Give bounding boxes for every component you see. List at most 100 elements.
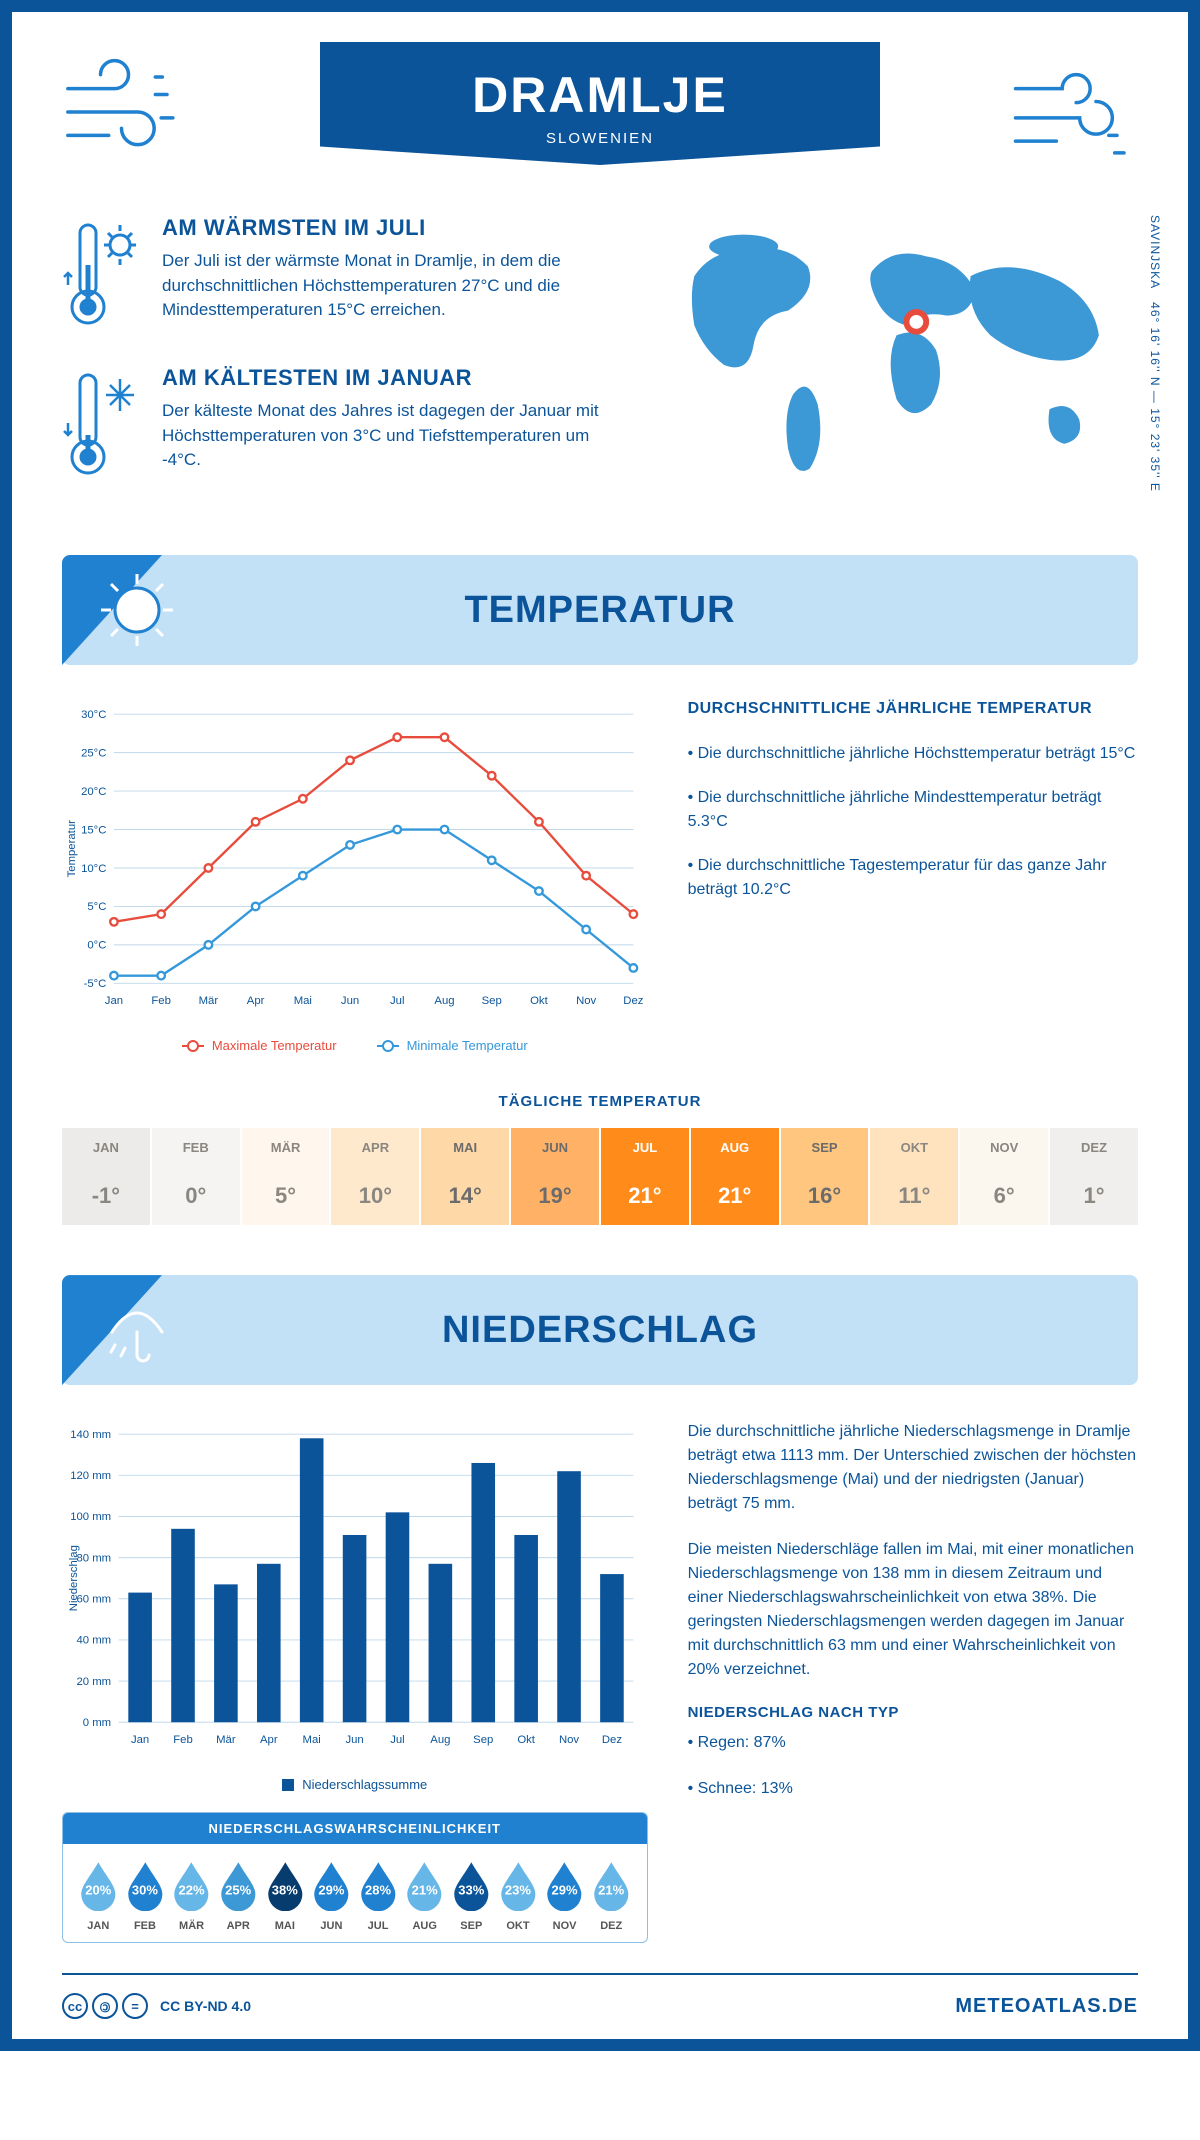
svg-text:Aug: Aug (430, 1734, 450, 1746)
fact-text: Der kälteste Monat des Jahres ist dagege… (162, 399, 605, 473)
header: DRAMLJE SLOWENIEN (62, 42, 1138, 165)
svg-text:Apr: Apr (247, 995, 265, 1007)
probability-drop: 38%MAI (264, 1858, 307, 1932)
world-map: SAVINJSKA 46° 16' 16'' N — 15° 23' 35'' … (645, 215, 1138, 515)
precipitation-summary: Die durchschnittliche jährliche Niedersc… (688, 1420, 1138, 1943)
probability-drop: 23%OKT (497, 1858, 540, 1932)
heatmap-cell: NOV6° (960, 1128, 1048, 1225)
section-title: TEMPERATUR (464, 589, 735, 632)
svg-text:Aug: Aug (434, 995, 454, 1007)
heatmap-cell: AUG21° (691, 1128, 779, 1225)
svg-text:25°C: 25°C (81, 747, 106, 759)
license: cc🄯= CC BY-ND 4.0 (62, 1993, 251, 2019)
probability-drop: 22%MÄR (170, 1858, 213, 1932)
svg-text:40 mm: 40 mm (76, 1635, 111, 1647)
svg-text:Apr: Apr (260, 1734, 278, 1746)
section-header-temperature: TEMPERATUR (62, 555, 1138, 665)
svg-text:10°C: 10°C (81, 863, 106, 875)
title-banner: DRAMLJE SLOWENIEN (320, 42, 880, 165)
svg-text:Jan: Jan (105, 995, 123, 1007)
svg-text:Mär: Mär (216, 1734, 236, 1746)
svg-text:Jul: Jul (390, 995, 404, 1007)
summary-para: Die durchschnittliche jährliche Niedersc… (688, 1420, 1138, 1516)
prob-title: NIEDERSCHLAGSWAHRSCHEINLICHKEIT (63, 1813, 647, 1844)
coordinates: SAVINJSKA 46° 16' 16'' N — 15° 23' 35'' … (1148, 215, 1162, 492)
heatmap-cell: APR10° (331, 1128, 419, 1225)
heatmap-cell: MAI14° (421, 1128, 509, 1225)
heatmap-cell: JUN19° (511, 1128, 599, 1225)
temperature-line-chart: -5°C0°C5°C10°C15°C20°C25°C30°CJanFebMärA… (62, 700, 648, 1053)
summary-bullet: • Die durchschnittliche jährliche Mindes… (688, 786, 1138, 834)
svg-text:Sep: Sep (482, 995, 502, 1007)
license-text: CC BY-ND 4.0 (160, 1998, 251, 2014)
svg-text:Sep: Sep (473, 1734, 493, 1746)
svg-text:Nov: Nov (559, 1734, 579, 1746)
svg-text:Jun: Jun (341, 995, 359, 1007)
precipitation-bar-chart: 0 mm 20 mm 40 mm 60 mm 80 mm 100 mm 120 mm 140 … (62, 1420, 648, 1792)
fact-title: AM KÄLTESTEN IM JANUAR (162, 365, 605, 391)
summary-para: Die meisten Niederschläge fallen im Mai,… (688, 1538, 1138, 1682)
probability-drop: 21%DEZ (590, 1858, 633, 1932)
svg-text:Temperatur: Temperatur (66, 820, 78, 878)
fact-text: Der Juli ist der wärmste Monat in Dramlj… (162, 249, 605, 323)
svg-text:Jul: Jul (390, 1734, 404, 1746)
svg-text:Okt: Okt (530, 995, 548, 1007)
svg-text:80 mm: 80 mm (76, 1553, 111, 1565)
summary-bullet: • Die durchschnittliche Tagestemperatur … (688, 854, 1138, 902)
daily-temp-heatmap: JAN-1°FEB0°MÄR5°APR10°MAI14°JUN19°JUL21°… (62, 1128, 1138, 1225)
probability-drop: 28%JUL (357, 1858, 400, 1932)
heatmap-cell: MÄR5° (242, 1128, 330, 1225)
svg-text:Mär: Mär (199, 995, 219, 1007)
heatmap-cell: JAN-1° (62, 1128, 150, 1225)
fact-coldest: AM KÄLTESTEN IM JANUAR Der kälteste Mona… (62, 365, 605, 485)
svg-text:-5°C: -5°C (84, 978, 107, 990)
legend-precip: Niederschlagssumme (302, 1777, 427, 1792)
precipitation-probability: NIEDERSCHLAGSWAHRSCHEINLICHKEIT 20%JAN30… (62, 1812, 648, 1943)
footer: cc🄯= CC BY-ND 4.0 METEOATLAS.DE (62, 1973, 1138, 2019)
svg-text:Jan: Jan (131, 1734, 149, 1746)
svg-text:Jun: Jun (345, 1734, 363, 1746)
svg-text:20°C: 20°C (81, 786, 106, 798)
section-header-precipitation: NIEDERSCHLAG (62, 1275, 1138, 1385)
svg-text:140 mm: 140 mm (70, 1429, 111, 1441)
fact-warmest: AM WÄRMSTEN IM JULI Der Juli ist der wär… (62, 215, 605, 335)
probability-drop: 33%SEP (450, 1858, 493, 1932)
svg-text:5°C: 5°C (87, 901, 106, 913)
sun-icon (97, 570, 177, 650)
svg-text:15°C: 15°C (81, 824, 106, 836)
umbrella-icon (97, 1290, 177, 1370)
legend-max: Maximale Temperatur (212, 1038, 337, 1053)
fact-title: AM WÄRMSTEN IM JULI (162, 215, 605, 241)
svg-text:Feb: Feb (151, 995, 171, 1007)
probability-drop: 29%NOV (543, 1858, 586, 1932)
wind-icon (62, 52, 202, 172)
heatmap-cell: JUL21° (601, 1128, 689, 1225)
svg-text:Nov: Nov (576, 995, 596, 1007)
precip-type-title: NIEDERSCHLAG NACH TYP (688, 1704, 1138, 1721)
svg-text:20 mm: 20 mm (76, 1676, 111, 1688)
heatmap-cell: OKT11° (870, 1128, 958, 1225)
svg-text:60 mm: 60 mm (76, 1594, 111, 1606)
cc-icon: cc🄯= (62, 1993, 148, 2019)
section-title: NIEDERSCHLAG (442, 1309, 758, 1352)
daily-temp-title: TÄGLICHE TEMPERATUR (62, 1093, 1138, 1110)
probability-drop: 20%JAN (77, 1858, 120, 1932)
probability-drop: 25%APR (217, 1858, 260, 1932)
svg-text:Mai: Mai (294, 995, 312, 1007)
svg-text:0 mm: 0 mm (83, 1717, 111, 1729)
precip-type-item: • Regen: 87% (688, 1731, 1138, 1755)
svg-text:Feb: Feb (173, 1734, 193, 1746)
legend-min: Minimale Temperatur (407, 1038, 528, 1053)
probability-drop: 29%JUN (310, 1858, 353, 1932)
brand: METEOATLAS.DE (955, 1995, 1138, 2018)
thermometer-sun-icon (62, 215, 142, 335)
svg-text:Niederschlag: Niederschlag (68, 1545, 80, 1611)
heatmap-cell: FEB0° (152, 1128, 240, 1225)
svg-text:Dez: Dez (623, 995, 643, 1007)
svg-text:30°C: 30°C (81, 709, 106, 721)
precip-type-item: • Schnee: 13% (688, 1777, 1138, 1801)
temperature-summary: DURCHSCHNITTLICHE JÄHRLICHE TEMPERATUR •… (688, 700, 1138, 1053)
svg-text:100 mm: 100 mm (70, 1511, 111, 1523)
svg-text:120 mm: 120 mm (70, 1470, 111, 1482)
wind-icon (998, 52, 1138, 172)
